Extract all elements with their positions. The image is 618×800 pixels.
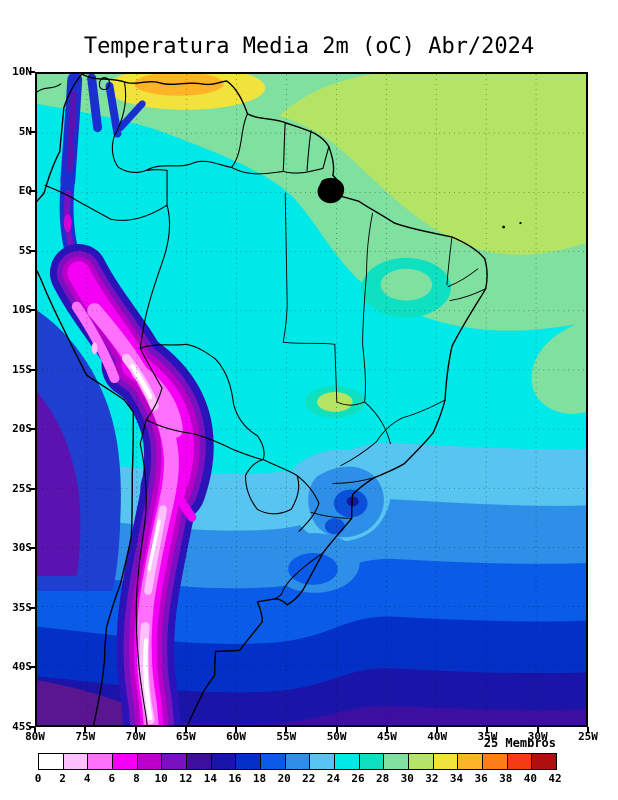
lat-tick-mark bbox=[29, 487, 35, 490]
lon-tick-mark bbox=[184, 727, 187, 733]
colorbar-tick-label: 24 bbox=[326, 772, 341, 785]
colorbar-tick-label: 12 bbox=[179, 772, 193, 785]
lat-label: 45S bbox=[12, 720, 32, 733]
lon-label: 65W bbox=[175, 730, 196, 743]
lon-tick-mark bbox=[84, 727, 87, 733]
lat-label: EQ bbox=[18, 184, 32, 198]
lon-tick-mark bbox=[436, 727, 439, 733]
colorbar-cell bbox=[285, 754, 311, 769]
lat-tick-mark bbox=[29, 547, 35, 550]
lat-label: 25S bbox=[12, 481, 32, 495]
colorbar-tick-label: 4 bbox=[83, 772, 91, 785]
lon-tick-mark bbox=[235, 727, 238, 733]
colorbar-cell bbox=[39, 754, 64, 769]
colorbar-cell bbox=[409, 754, 434, 769]
lon-tick-mark bbox=[587, 727, 589, 733]
lon-tick-mark bbox=[486, 727, 489, 733]
colorbar-cell bbox=[63, 754, 89, 769]
lat-tick-mark bbox=[29, 428, 35, 431]
colorbar-cell bbox=[384, 754, 410, 769]
lon-label: 55W bbox=[276, 730, 297, 743]
lon-tick-mark bbox=[385, 727, 388, 733]
colorbar-tick-label: 22 bbox=[302, 772, 316, 785]
lon-tick-mark bbox=[335, 727, 338, 733]
lat-label: 20S bbox=[12, 422, 32, 436]
lon-label: 35W bbox=[477, 730, 498, 743]
lon-label: 60W bbox=[226, 730, 247, 743]
colorbar-tick-label: 26 bbox=[351, 772, 365, 785]
lon-label: 75W bbox=[75, 730, 96, 743]
lon-label: 40W bbox=[427, 730, 448, 743]
lon-label: 70W bbox=[125, 730, 146, 743]
colorbar-cell bbox=[261, 754, 286, 769]
colorbar-tick-label: 8 bbox=[133, 772, 140, 785]
colorbar-tick-label: 32 bbox=[425, 772, 439, 785]
lat-tick-mark bbox=[29, 666, 35, 669]
lat-label: 5N bbox=[18, 124, 32, 138]
colorbar-tick-label: 40 bbox=[523, 772, 537, 785]
lon-tick-mark bbox=[536, 727, 539, 733]
lat-label: 40S bbox=[12, 660, 32, 674]
colorbar-tick-label: 2 bbox=[59, 772, 66, 785]
lat-tick-mark bbox=[29, 726, 35, 728]
colorbar-cell bbox=[236, 754, 262, 769]
lon-label: 25W bbox=[578, 730, 598, 743]
colorbar-tick-label: 6 bbox=[108, 772, 116, 785]
colorbar-tick-label: 42 bbox=[548, 772, 562, 785]
colorbar-tick-label: 30 bbox=[400, 772, 414, 785]
colorbar-cell bbox=[507, 754, 533, 769]
page-title: Temperatura Media 2m (oC) Abr/2024 bbox=[83, 34, 535, 59]
lon-label: 50W bbox=[326, 730, 347, 743]
map-canvas bbox=[37, 74, 586, 725]
lon-label: 30W bbox=[527, 730, 548, 743]
lon-tick-mark bbox=[34, 727, 36, 733]
lat-label: 15S bbox=[12, 362, 32, 376]
lat-label: 5S bbox=[18, 243, 32, 257]
coastlines-borders bbox=[37, 74, 522, 725]
colorbar-cell bbox=[211, 754, 237, 769]
lat-label: 30S bbox=[12, 541, 32, 555]
colorbar-cell bbox=[483, 754, 508, 769]
colorbar-cell bbox=[458, 754, 484, 769]
colorbar-cell bbox=[335, 754, 360, 769]
lon-label: 80W bbox=[25, 730, 45, 743]
lat-tick-mark bbox=[29, 606, 35, 609]
colorbar-tick-label: 36 bbox=[474, 772, 488, 785]
lat-tick-mark bbox=[29, 249, 35, 252]
colorbar-tick-label: 38 bbox=[499, 772, 513, 785]
colorbar-cell bbox=[359, 754, 385, 769]
colorbar-tick-label: 10 bbox=[154, 772, 168, 785]
colorbar-cell bbox=[187, 754, 212, 769]
colorbar-tick-label: 18 bbox=[252, 772, 267, 785]
andes-cold-strip bbox=[49, 74, 214, 725]
colorbar bbox=[38, 753, 557, 770]
colorbar-tick-label: 14 bbox=[203, 772, 217, 785]
colorbar-cell bbox=[310, 754, 336, 769]
lat-tick-mark bbox=[29, 71, 35, 73]
colorbar-cell bbox=[113, 754, 138, 769]
lat-label: 35S bbox=[12, 600, 32, 614]
lat-tick-mark bbox=[29, 309, 35, 312]
map-frame bbox=[35, 72, 588, 727]
lat-tick-mark bbox=[29, 368, 35, 371]
colorbar-cell bbox=[137, 754, 163, 769]
ensemble-members-label: 25 Membros bbox=[483, 736, 556, 750]
lat-tick-mark bbox=[29, 190, 35, 193]
colorbar-tick-label: 20 bbox=[277, 772, 291, 785]
lat-tick-mark bbox=[29, 130, 35, 133]
colorbar-tick-label: 0 bbox=[34, 772, 42, 785]
lat-label: 10S bbox=[12, 303, 32, 317]
lat-label: 10N bbox=[12, 65, 32, 78]
colorbar-tick-label: 28 bbox=[376, 772, 390, 785]
lon-label: 45W bbox=[376, 730, 397, 743]
colorbar-tick-label: 16 bbox=[228, 772, 242, 785]
colorbar-cell bbox=[532, 754, 557, 769]
lon-tick-mark bbox=[134, 727, 137, 733]
colorbar-cell bbox=[433, 754, 459, 769]
lon-tick-mark bbox=[285, 727, 288, 733]
colorbar-cell bbox=[162, 754, 188, 769]
colorbar-tick-label: 34 bbox=[449, 772, 464, 785]
colorbar-cell bbox=[88, 754, 114, 769]
